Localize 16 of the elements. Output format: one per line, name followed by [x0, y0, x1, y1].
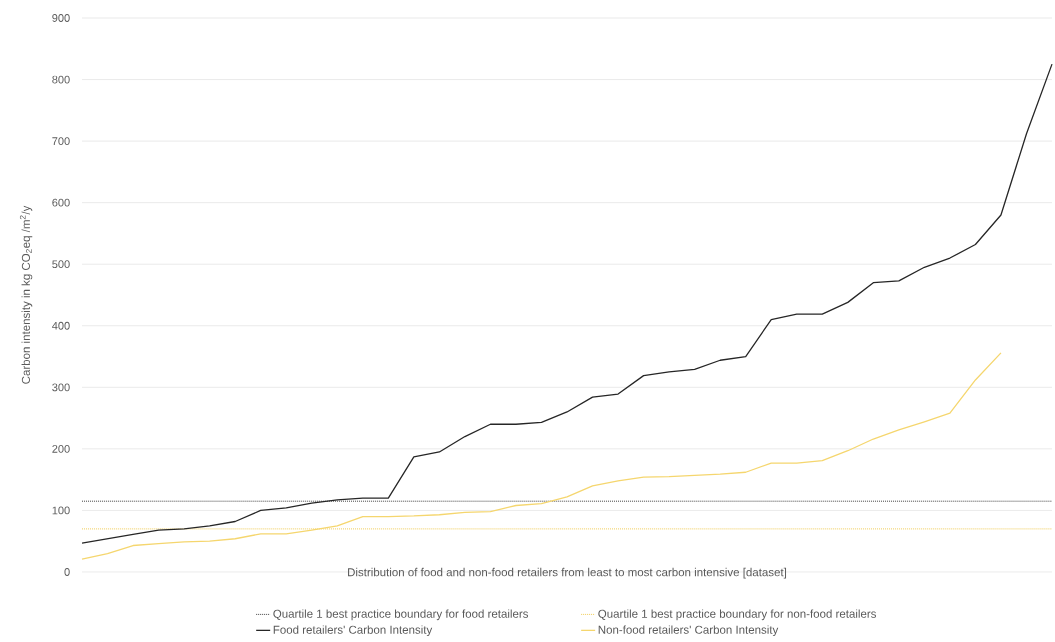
y-tick-label: 500 [52, 260, 70, 269]
legend-label: Food retailers' Carbon Intensity [273, 625, 433, 637]
y-tick-label: 800 [52, 75, 70, 84]
legend-label: Quartile 1 best practice boundary for non-food retailers [598, 609, 877, 621]
y-tick-label: 900 [52, 14, 70, 22]
y-axis-title: Carbon intensity in kg CO$_{2}$eq /m$^{2}$/y [19, 205, 33, 384]
legend-label: Non-food retailers' Carbon Intensity [598, 625, 779, 637]
y-tick-label: 400 [52, 321, 70, 330]
y-tick-label: 300 [52, 383, 70, 392]
y-tick-label: 600 [52, 198, 70, 207]
y-tick-label: 700 [52, 137, 70, 145]
y-tick-label: 200 [52, 444, 70, 453]
y-tick-label: 0 [64, 568, 70, 576]
x-axis-title: Distribution of food and non-food retailers from least to most carbon intensive [dataset] [348, 567, 787, 579]
y-tick-label: 100 [52, 506, 70, 515]
legend-label: Quartile 1 best practice boundary for food retailers [273, 609, 529, 621]
